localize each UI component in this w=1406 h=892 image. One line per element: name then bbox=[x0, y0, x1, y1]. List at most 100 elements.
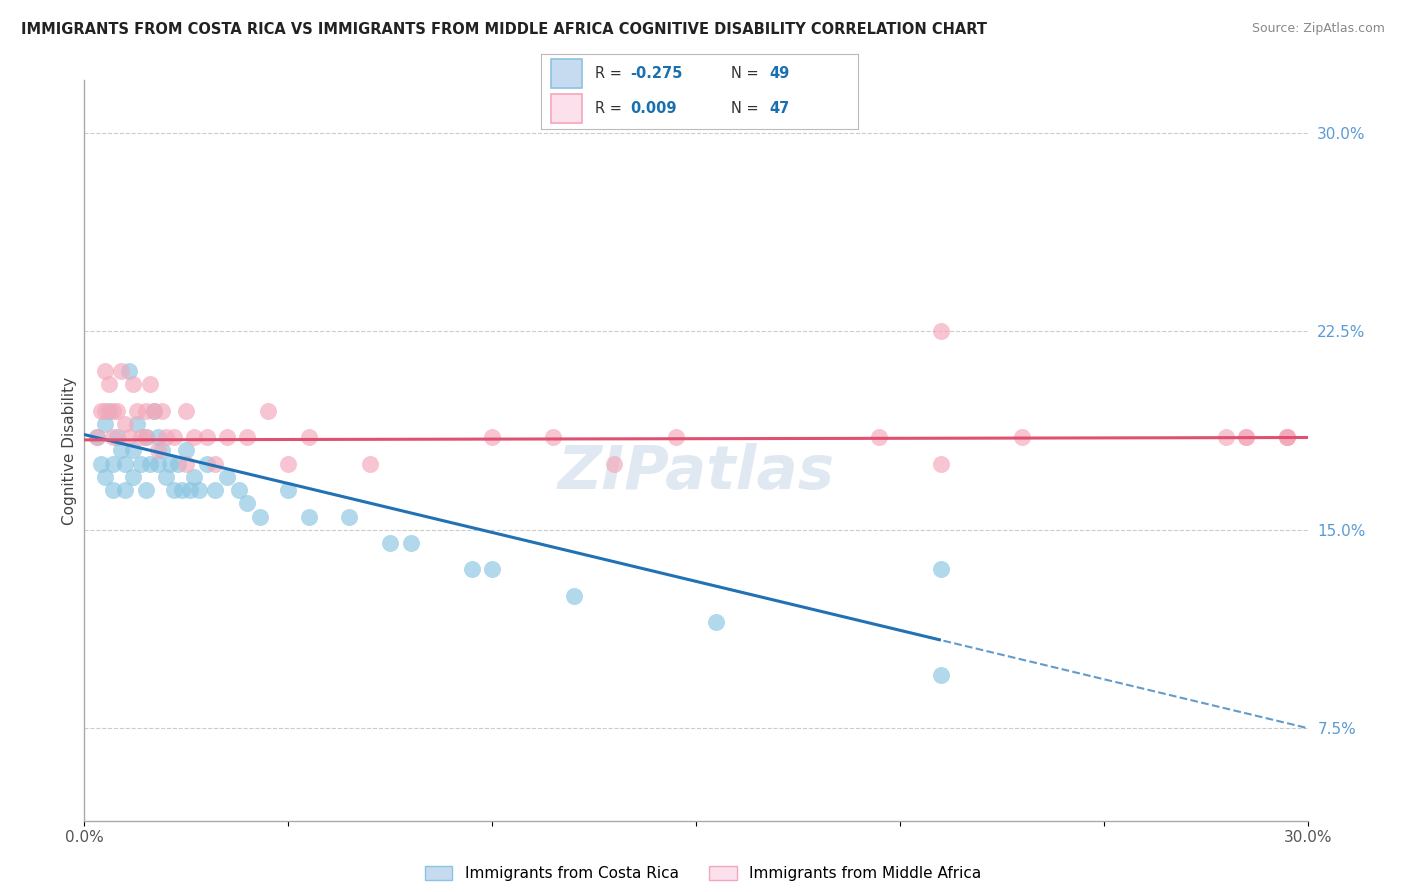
Point bbox=[97, 404, 120, 418]
Point bbox=[138, 377, 160, 392]
Point bbox=[155, 430, 177, 444]
Point bbox=[603, 457, 626, 471]
Text: 49: 49 bbox=[769, 66, 789, 81]
FancyBboxPatch shape bbox=[551, 95, 582, 123]
Point bbox=[187, 483, 209, 497]
Point bbox=[101, 430, 124, 444]
Text: N =: N = bbox=[731, 102, 763, 116]
Point bbox=[1011, 430, 1033, 444]
Point bbox=[461, 562, 484, 576]
Point bbox=[1215, 430, 1237, 444]
Point bbox=[93, 364, 115, 378]
Point bbox=[277, 457, 299, 471]
Text: R =: R = bbox=[595, 102, 627, 116]
Point bbox=[562, 589, 585, 603]
Point bbox=[122, 443, 145, 458]
Point bbox=[155, 470, 177, 484]
Point bbox=[93, 404, 115, 418]
Point bbox=[90, 457, 112, 471]
Point bbox=[142, 404, 165, 418]
Point bbox=[249, 509, 271, 524]
Point bbox=[298, 509, 321, 524]
Point bbox=[86, 430, 108, 444]
Point bbox=[142, 404, 165, 418]
Point bbox=[114, 457, 136, 471]
Text: Source: ZipAtlas.com: Source: ZipAtlas.com bbox=[1251, 22, 1385, 36]
Point bbox=[236, 430, 259, 444]
Point bbox=[399, 536, 422, 550]
Point bbox=[195, 457, 218, 471]
Point bbox=[1277, 430, 1299, 444]
Point bbox=[929, 668, 952, 682]
Point bbox=[146, 457, 169, 471]
Point bbox=[101, 404, 124, 418]
Text: -0.275: -0.275 bbox=[630, 66, 682, 81]
Point bbox=[135, 430, 157, 444]
Point bbox=[90, 404, 112, 418]
Point bbox=[174, 443, 197, 458]
Point bbox=[1236, 430, 1258, 444]
Point bbox=[172, 483, 194, 497]
Point bbox=[163, 483, 186, 497]
Point bbox=[298, 430, 321, 444]
Text: 47: 47 bbox=[769, 102, 789, 116]
Point bbox=[118, 364, 141, 378]
Point bbox=[135, 404, 157, 418]
Text: IMMIGRANTS FROM COSTA RICA VS IMMIGRANTS FROM MIDDLE AFRICA COGNITIVE DISABILITY: IMMIGRANTS FROM COSTA RICA VS IMMIGRANTS… bbox=[21, 22, 987, 37]
Point bbox=[159, 457, 181, 471]
Text: ZIPatlas: ZIPatlas bbox=[557, 443, 835, 502]
Point bbox=[1236, 430, 1258, 444]
Text: 0.009: 0.009 bbox=[630, 102, 676, 116]
Point bbox=[174, 457, 197, 471]
Point bbox=[481, 430, 503, 444]
Point bbox=[101, 457, 124, 471]
Point bbox=[101, 483, 124, 497]
Point bbox=[869, 430, 891, 444]
Point bbox=[339, 509, 361, 524]
Point bbox=[135, 483, 157, 497]
Point bbox=[114, 483, 136, 497]
Point bbox=[665, 430, 688, 444]
Point bbox=[131, 457, 153, 471]
Point bbox=[204, 483, 226, 497]
Point bbox=[86, 430, 108, 444]
Point bbox=[118, 430, 141, 444]
Point bbox=[929, 457, 952, 471]
Point bbox=[135, 430, 157, 444]
Point bbox=[380, 536, 402, 550]
Point bbox=[929, 325, 952, 339]
Point bbox=[183, 430, 205, 444]
Point bbox=[195, 430, 218, 444]
FancyBboxPatch shape bbox=[551, 59, 582, 87]
Point bbox=[236, 496, 259, 510]
Point bbox=[1277, 430, 1299, 444]
Point bbox=[93, 470, 115, 484]
Point bbox=[217, 470, 239, 484]
Point bbox=[110, 443, 132, 458]
Y-axis label: Cognitive Disability: Cognitive Disability bbox=[62, 376, 77, 524]
Point bbox=[543, 430, 565, 444]
Point bbox=[105, 430, 128, 444]
Point bbox=[146, 430, 169, 444]
Point bbox=[146, 443, 169, 458]
Point bbox=[127, 404, 149, 418]
Point bbox=[179, 483, 201, 497]
Point bbox=[122, 470, 145, 484]
Point bbox=[204, 457, 226, 471]
Point bbox=[122, 377, 145, 392]
Text: R =: R = bbox=[595, 66, 627, 81]
Text: N =: N = bbox=[731, 66, 763, 81]
Point bbox=[706, 615, 728, 630]
Point bbox=[929, 562, 952, 576]
Point bbox=[174, 404, 197, 418]
Point bbox=[228, 483, 250, 497]
Point bbox=[1277, 430, 1299, 444]
Point bbox=[131, 430, 153, 444]
Point bbox=[150, 443, 173, 458]
Point bbox=[257, 404, 280, 418]
Point bbox=[167, 457, 190, 471]
Point bbox=[127, 417, 149, 431]
Point bbox=[359, 457, 381, 471]
Point bbox=[110, 364, 132, 378]
Point bbox=[138, 457, 160, 471]
